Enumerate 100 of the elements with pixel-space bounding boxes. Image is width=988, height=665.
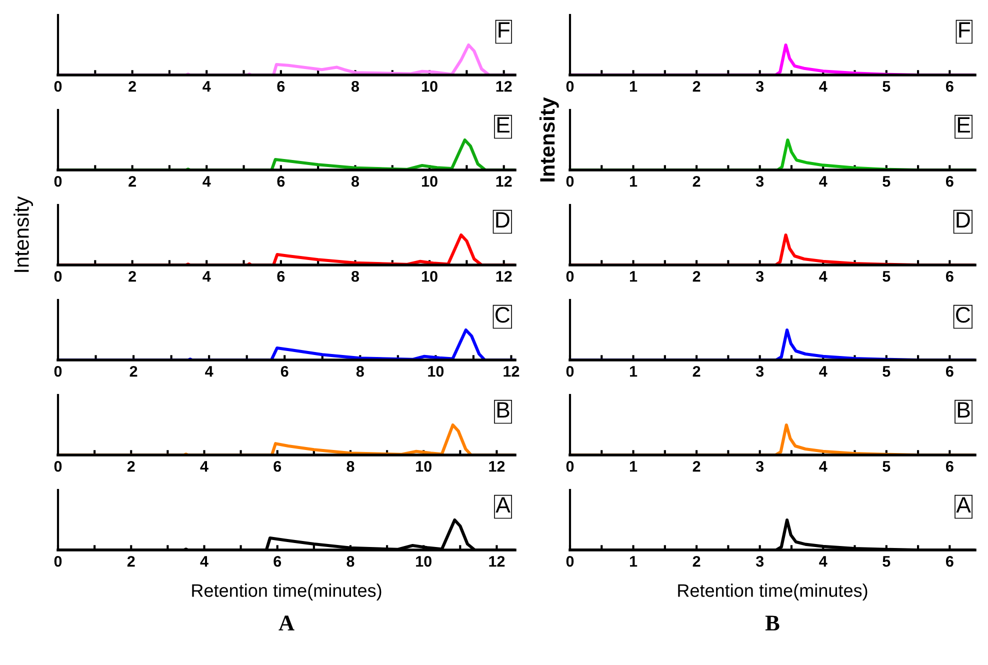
text: F <box>498 22 510 38</box>
x-tick-label: 0 <box>54 270 62 282</box>
x-tick-label: 0 <box>54 366 62 377</box>
x-tick-label: 8 <box>356 366 364 377</box>
x-tick-label: 4 <box>202 81 211 92</box>
x-tick-label: 1 <box>630 176 638 187</box>
x-tick-label: 1 <box>630 366 638 377</box>
x-tick-label: 4 <box>205 366 214 377</box>
x-tick-label: 1 <box>630 271 638 282</box>
x-tick-label: 2 <box>127 460 135 472</box>
x-tick-label: 5 <box>882 271 890 282</box>
x-tick-label: 6 <box>277 270 285 282</box>
x-tick-label: 0 <box>54 556 62 567</box>
x-tick-label: 0 <box>566 556 574 567</box>
x-tick-label: 6 <box>946 176 954 187</box>
text: B <box>497 402 510 418</box>
x-tick-label: 0 <box>566 176 574 187</box>
x-tick-label: 6 <box>946 80 954 92</box>
text: E <box>958 117 970 133</box>
x-tick-label: 6 <box>277 176 285 187</box>
x-tick-label: 4 <box>819 176 828 187</box>
x-tick-label: 12 <box>496 270 512 282</box>
text: D <box>496 212 510 228</box>
x-tick-label: 6 <box>946 270 954 282</box>
x-tick-label: 4 <box>819 271 828 282</box>
x-tick-label: 0 <box>566 366 574 377</box>
x-tick-label: 10 <box>422 80 438 92</box>
x-tick-label: 12 <box>489 556 505 567</box>
x-tick-label: 8 <box>351 176 360 187</box>
x-tick-label: 2 <box>692 366 700 377</box>
x-tick-label: 1 <box>630 556 638 567</box>
x-tick-label: 4 <box>200 461 208 472</box>
x-tick-label: 8 <box>346 556 354 567</box>
x-tick-label: 1 <box>630 461 638 472</box>
x-tick-label: 8 <box>351 270 360 282</box>
x-tick-label: 10 <box>416 556 432 567</box>
x-tick-label: 8 <box>346 460 354 472</box>
x-tick-label: 2 <box>692 80 700 92</box>
x-tick-label: 0 <box>566 270 574 282</box>
text: C <box>956 307 970 323</box>
x-tick-label: 4 <box>819 556 828 567</box>
x-tick-label: 2 <box>128 176 136 187</box>
text: B <box>765 616 780 630</box>
x-tick-label: 6 <box>280 366 288 377</box>
x-tick-label: 6 <box>274 556 282 567</box>
x-tick-label: 0 <box>54 80 62 92</box>
x-tick-label: 3 <box>756 366 764 377</box>
text: E <box>497 117 510 133</box>
x-tick-label: 0 <box>566 80 574 92</box>
y-axis-title: Intensity <box>539 97 559 182</box>
x-tick-label: 5 <box>882 176 890 187</box>
x-tick-label: 0 <box>566 460 574 472</box>
x-tick-label: 6 <box>946 366 954 377</box>
x-tick-label: 4 <box>202 271 211 282</box>
x-tick-label: 1 <box>630 81 638 92</box>
x-tick-label: 2 <box>692 270 700 282</box>
x-tick-label: 3 <box>756 460 764 472</box>
x-axis-title: Retention time(minutes) <box>192 584 382 601</box>
x-tick-label: 10 <box>416 460 432 472</box>
x-tick-label: 3 <box>756 556 764 567</box>
x-tick-label: 2 <box>128 80 136 92</box>
x-tick-label: 12 <box>504 366 520 377</box>
x-tick-label: 12 <box>496 176 512 187</box>
x-tick-label: 5 <box>882 556 890 567</box>
text: F <box>959 22 970 38</box>
x-tick-label: 5 <box>882 366 890 377</box>
x-tick-label: 4 <box>819 461 828 472</box>
y-axis-title: Intensity <box>14 196 33 272</box>
x-tick-label: 2 <box>692 460 700 472</box>
x-tick-label: 8 <box>351 80 360 92</box>
x-tick-label: 4 <box>819 81 828 92</box>
x-tick-label: 2 <box>692 556 700 567</box>
x-tick-label: 12 <box>496 80 512 92</box>
x-tick-label: 0 <box>54 460 62 472</box>
x-tick-label: 10 <box>422 270 438 282</box>
x-tick-label: 4 <box>819 366 828 377</box>
text: D <box>956 212 970 228</box>
text: B <box>958 402 970 418</box>
x-tick-label: 6 <box>277 80 285 92</box>
text: A <box>956 497 971 513</box>
x-tick-label: 3 <box>756 270 764 282</box>
x-tick-label: 6 <box>946 460 954 472</box>
text: A <box>278 616 294 630</box>
x-tick-label: 4 <box>200 556 208 567</box>
text: C <box>496 307 510 323</box>
x-tick-label: 10 <box>422 176 438 187</box>
x-tick-label: 4 <box>202 176 211 187</box>
x-tick-label: 10 <box>428 366 444 377</box>
x-tick-label: 3 <box>756 176 764 187</box>
x-tick-label: 2 <box>692 176 700 187</box>
x-tick-label: 6 <box>946 556 954 567</box>
x-tick-label: 2 <box>127 556 135 567</box>
text: A <box>496 497 510 513</box>
x-tick-label: 2 <box>128 270 136 282</box>
x-tick-label: 12 <box>489 460 505 472</box>
x-tick-label: 5 <box>882 461 890 472</box>
x-tick-label: 6 <box>274 460 282 472</box>
x-tick-label: 0 <box>54 176 62 187</box>
x-tick-label: 5 <box>882 81 890 92</box>
x-tick-label: 2 <box>130 366 138 377</box>
